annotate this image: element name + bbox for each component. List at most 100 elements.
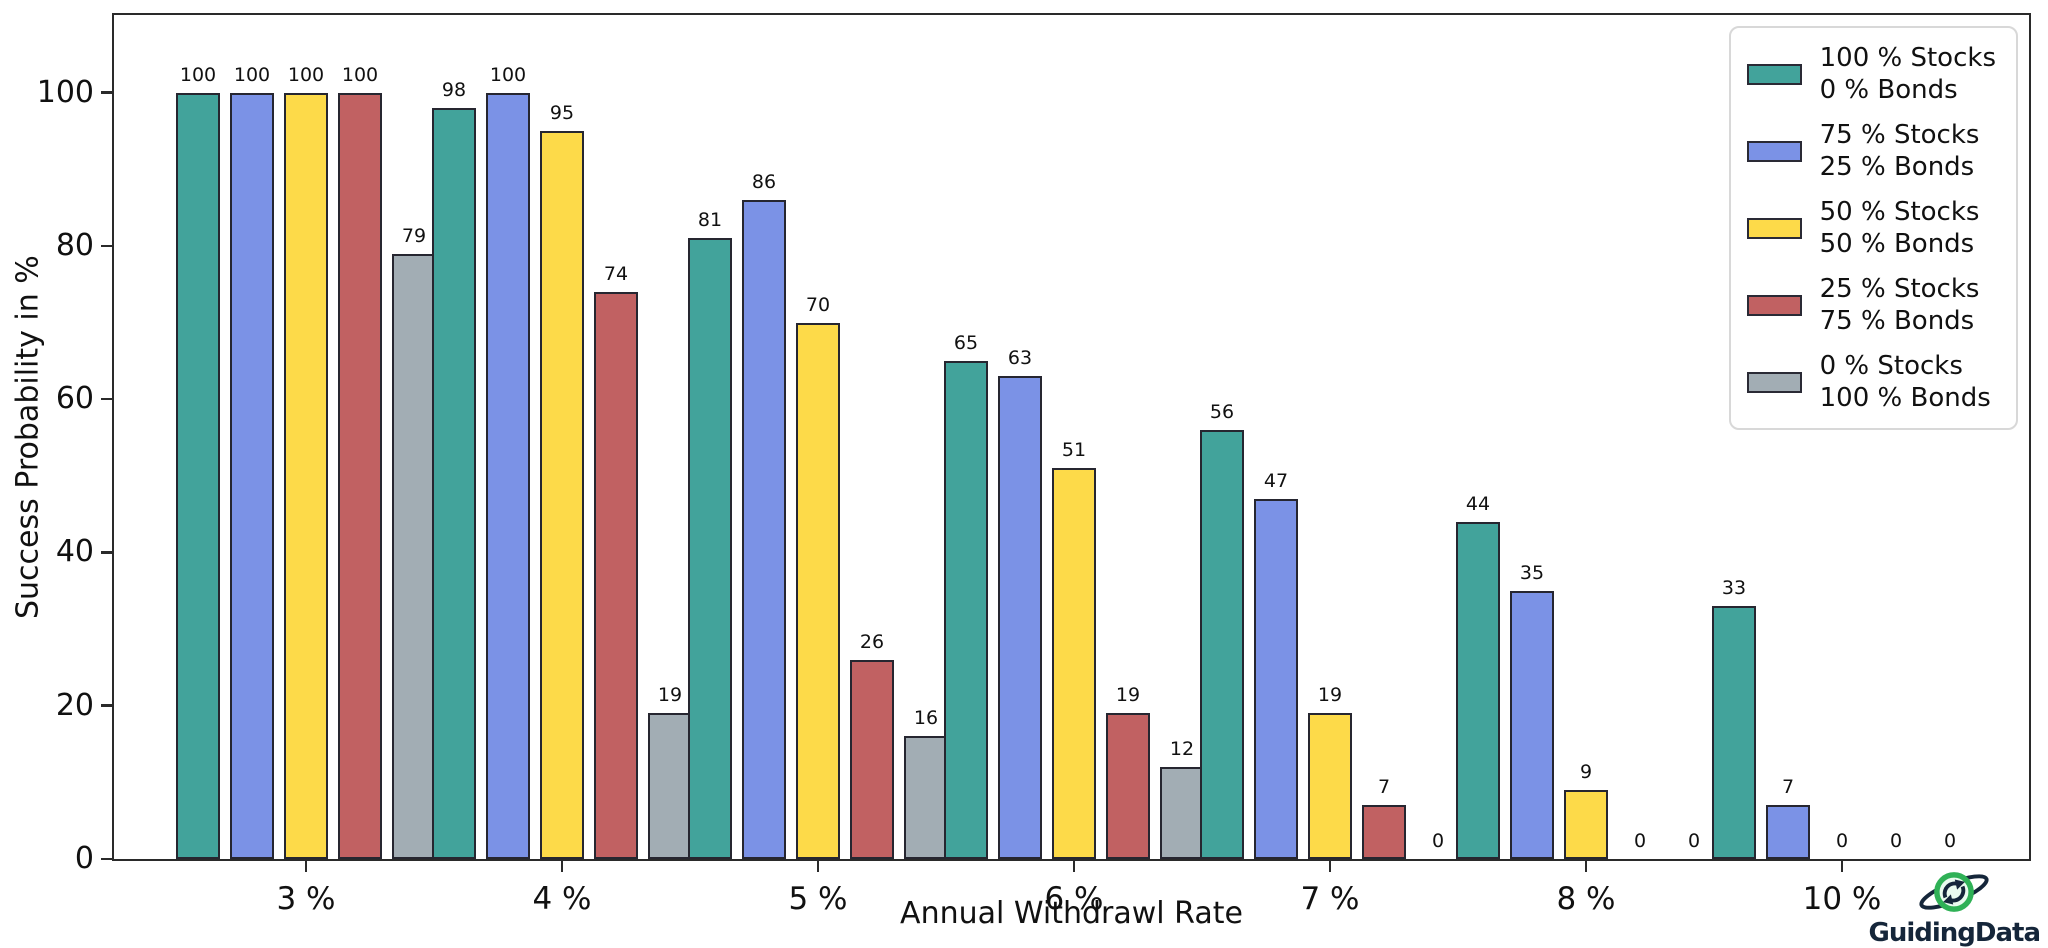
x-tick bbox=[304, 861, 308, 872]
bar bbox=[230, 92, 274, 859]
legend-label: 0 % Stocks 100 % Bonds bbox=[1820, 350, 1991, 414]
legend-swatch bbox=[1746, 140, 1802, 162]
y-tick bbox=[101, 91, 112, 94]
bar-value-label: 0 bbox=[1889, 830, 1903, 852]
bar-value-label: 33 bbox=[1721, 577, 1747, 600]
x-tick-label: 7 % bbox=[1300, 881, 1360, 917]
y-tick bbox=[101, 551, 112, 554]
bar-value-label: 16 bbox=[913, 707, 939, 730]
bar-value-label: 19 bbox=[657, 684, 683, 707]
y-tick bbox=[101, 857, 112, 861]
bar-value-label: 100 bbox=[287, 63, 325, 86]
y-tick-label: 60 bbox=[55, 381, 94, 417]
legend-label-line2: 0 % Bonds bbox=[1819, 75, 1958, 105]
legend-swatch bbox=[1746, 217, 1802, 239]
bar-value-label: 63 bbox=[1007, 347, 1033, 370]
bar bbox=[432, 107, 476, 859]
legend-label: 75 % Stocks 25 % Bonds bbox=[1820, 119, 1980, 183]
x-tick-label: 8 % bbox=[1556, 881, 1616, 917]
bar-value-label: 7 bbox=[1377, 776, 1391, 799]
legend-entry: 0 % Stocks 100 % Bonds bbox=[1746, 350, 1996, 414]
bar bbox=[594, 291, 638, 859]
bar bbox=[648, 713, 692, 859]
bar-value-label: 26 bbox=[859, 630, 885, 653]
y-tick bbox=[101, 244, 112, 248]
bar-value-label: 79 bbox=[401, 224, 427, 247]
y-tick bbox=[101, 704, 112, 707]
bar bbox=[1510, 590, 1554, 859]
bar bbox=[284, 92, 328, 859]
bar-value-label: 74 bbox=[603, 262, 629, 285]
bar-value-label: 9 bbox=[1579, 761, 1593, 784]
legend-label-line1: 75 % Stocks bbox=[1819, 120, 1980, 150]
brand-name: GuidingData bbox=[1868, 918, 2041, 948]
bar bbox=[850, 659, 894, 859]
legend-entry: 50 % Stocks 50 % Bonds bbox=[1746, 196, 1996, 260]
bar-value-label: 100 bbox=[233, 63, 271, 86]
bar-value-label: 35 bbox=[1519, 561, 1545, 584]
bar-value-label: 0 bbox=[1431, 830, 1445, 852]
legend-label-line1: 100 % Stocks bbox=[1819, 43, 1996, 73]
bar bbox=[1200, 429, 1244, 859]
brand-logo: GuidingData bbox=[1868, 864, 2041, 948]
bar bbox=[338, 92, 382, 859]
legend-label-line2: 75 % Bonds bbox=[1819, 306, 1975, 336]
legend-label-line2: 25 % Bonds bbox=[1819, 152, 1975, 182]
bar bbox=[944, 360, 988, 859]
bar bbox=[688, 238, 732, 859]
y-axis-label: Success Probability in % bbox=[10, 255, 46, 619]
bar-value-label: 100 bbox=[489, 63, 527, 86]
bar bbox=[1106, 713, 1150, 859]
x-tick bbox=[1328, 861, 1332, 872]
legend-label: 25 % Stocks 75 % Bonds bbox=[1820, 273, 1980, 337]
bar bbox=[1456, 521, 1500, 859]
bar-value-label: 12 bbox=[1169, 738, 1195, 761]
bar-value-label: 7 bbox=[1781, 776, 1795, 799]
bar-value-label: 65 bbox=[953, 331, 979, 354]
x-tick-label: 5 % bbox=[788, 881, 848, 917]
bar-value-label: 98 bbox=[441, 78, 467, 101]
legend: 100 % Stocks 0 % Bonds 75 % Stocks 25 % Bon… bbox=[1728, 26, 2018, 430]
bar bbox=[1766, 805, 1810, 859]
bar bbox=[1254, 498, 1298, 859]
guidingdata-globe-icon bbox=[1919, 872, 1989, 912]
x-tick bbox=[560, 861, 564, 872]
bar bbox=[1308, 713, 1352, 859]
bar-value-label: 95 bbox=[549, 101, 575, 124]
legend-label-line2: 50 % Bonds bbox=[1819, 229, 1975, 259]
bar bbox=[742, 199, 786, 859]
legend-swatch bbox=[1746, 371, 1802, 393]
legend-swatch bbox=[1746, 63, 1802, 85]
x-tick-label: 4 % bbox=[532, 881, 592, 917]
bar bbox=[998, 376, 1042, 859]
x-tick bbox=[1584, 861, 1588, 872]
bar-value-label: 0 bbox=[1835, 830, 1849, 852]
legend-entry: 75 % Stocks 25 % Bonds bbox=[1746, 119, 1996, 183]
bar bbox=[540, 130, 584, 859]
bar-value-label: 86 bbox=[751, 170, 777, 193]
bar bbox=[486, 92, 530, 859]
legend-entry: 100 % Stocks 0 % Bonds bbox=[1746, 42, 1996, 106]
bar-value-label: 0 bbox=[1633, 830, 1647, 852]
x-tick-label: 3 % bbox=[276, 881, 336, 917]
plot-area: 0 20 40 60 80 100 3 % 4 % 5 % 6 % 7 % 8 % 10 % 100 100… bbox=[37, 13, 2031, 917]
bar bbox=[1564, 790, 1608, 859]
bar-value-label: 0 bbox=[1687, 830, 1701, 852]
bar-value-label: 19 bbox=[1317, 684, 1343, 707]
x-axis-label: Annual Withdrawl Rate bbox=[900, 896, 1243, 931]
bar-value-label: 81 bbox=[697, 209, 723, 232]
y-tick bbox=[101, 397, 112, 401]
x-tick bbox=[1840, 861, 1844, 872]
bar-value-label: 19 bbox=[1115, 684, 1141, 707]
y-tick-label: 40 bbox=[55, 534, 94, 570]
y-tick-label: 100 bbox=[36, 74, 94, 110]
bar bbox=[1712, 606, 1756, 859]
legend-label: 100 % Stocks 0 % Bonds bbox=[1820, 42, 1996, 106]
bar bbox=[1362, 805, 1406, 859]
bar-value-label: 56 bbox=[1209, 400, 1235, 423]
bar bbox=[796, 322, 840, 859]
y-tick-label: 20 bbox=[55, 687, 94, 723]
bar-value-label: 0 bbox=[1943, 830, 1957, 852]
legend-label-line2: 100 % Bonds bbox=[1819, 383, 1991, 413]
